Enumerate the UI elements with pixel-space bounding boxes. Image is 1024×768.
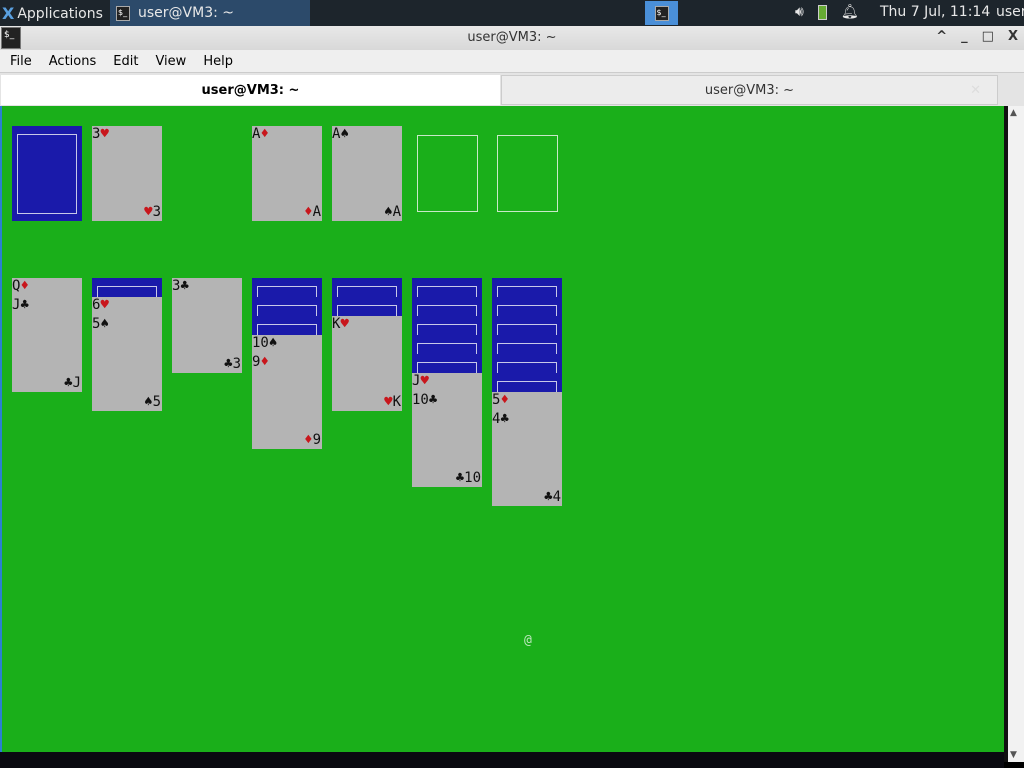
card-rank-top: 3♥ xyxy=(92,126,109,142)
card-rank-top: A♠ xyxy=(332,126,349,142)
foundation-1[interactable]: A♦ ♦A xyxy=(252,126,322,221)
card-rank-bottom: ♣3 xyxy=(224,356,241,372)
window-title: user@VM3: ~ xyxy=(467,30,557,45)
menu-file[interactable]: File xyxy=(10,53,32,69)
workspace-button[interactable]: $_ xyxy=(645,1,678,25)
card-rank-bottom: ♣4 xyxy=(544,489,561,505)
card-rank-top: 10♣ xyxy=(412,392,438,408)
tab-label: user@VM3: ~ xyxy=(201,82,300,98)
battery-icon[interactable] xyxy=(817,4,827,20)
tab-bar: user@VM3: ~ user@VM3: ~ ✕ xyxy=(0,72,1024,106)
window-titlebar: $_ user@VM3: ~ ^ _ □ X xyxy=(0,26,1024,50)
task-label: user@VM3: ~ xyxy=(138,5,234,21)
tab-close-icon[interactable]: ✕ xyxy=(970,82,981,98)
card-rank-bottom: ♦A xyxy=(304,204,321,220)
card-rank-bottom: ♠A xyxy=(384,204,401,220)
minimize-button[interactable]: _ xyxy=(961,29,968,44)
tableau-card[interactable]: 4♣ ♣4 xyxy=(492,411,562,506)
card-rank-top: K♥ xyxy=(332,316,349,332)
card-rank-top: 5♦ xyxy=(492,392,509,408)
waste-card[interactable]: 3♥ ♥3 xyxy=(92,126,162,221)
tableau-card[interactable]: 9♦ ♦9 xyxy=(252,354,322,449)
card-rank-top: 3♣ xyxy=(172,278,189,294)
card-rank-top: 4♣ xyxy=(492,411,509,427)
taskbar-item[interactable]: $_ user@VM3: ~ xyxy=(110,0,310,26)
card-rank-bottom: ♥K xyxy=(384,394,401,410)
tableau-card[interactable]: 5♠ ♠5 xyxy=(92,316,162,411)
card-rank-top: Q♦ xyxy=(12,278,29,294)
tableau-card[interactable]: K♥ ♥K xyxy=(332,316,402,411)
tableau-card[interactable]: 3♣ ♣3 xyxy=(172,278,242,373)
tab-2[interactable]: user@VM3: ~ ✕ xyxy=(501,75,998,105)
terminal-bottom-border xyxy=(0,752,1004,768)
card-rank-top: A♦ xyxy=(252,126,269,142)
tab-1[interactable]: user@VM3: ~ xyxy=(1,75,500,105)
card-rank-bottom: ♠5 xyxy=(144,394,161,410)
scroll-up-icon[interactable]: ▲ xyxy=(1010,108,1017,118)
maximize-vertical-button[interactable]: ^ xyxy=(936,29,948,44)
maximize-button[interactable]: □ xyxy=(981,29,994,44)
foundation-2[interactable]: A♠ ♠A xyxy=(332,126,402,221)
card-rank-bottom: ♥3 xyxy=(144,204,161,220)
terminal-icon: $_ xyxy=(1,27,21,49)
card-rank-top: 5♠ xyxy=(92,316,109,332)
foundation-empty-4[interactable] xyxy=(497,135,558,212)
user-menu[interactable]: user xyxy=(996,4,1024,20)
card-rank-bottom: ♣10 xyxy=(455,470,481,486)
menu-bar: File Actions Edit View Help xyxy=(0,50,1024,72)
card-rank-top: 6♥ xyxy=(92,297,109,313)
volume-icon[interactable]: 🔊︎ xyxy=(795,4,804,20)
menu-help[interactable]: Help xyxy=(203,53,233,69)
foundation-empty-3[interactable] xyxy=(417,135,478,212)
scrollbar[interactable]: ▲ ▼ xyxy=(1004,106,1024,762)
cursor: @ xyxy=(524,633,532,648)
applications-label: Applications xyxy=(17,5,103,22)
close-button[interactable]: X xyxy=(1007,29,1018,44)
tableau-card[interactable]: J♣ ♣J xyxy=(12,297,82,392)
stock-pile[interactable] xyxy=(12,126,82,221)
card-rank-bottom: ♣J xyxy=(64,375,81,391)
card-rank-top: J♥ xyxy=(412,373,429,389)
terminal-icon: $_ xyxy=(116,5,130,21)
clock[interactable]: Thu 7 Jul, 11:14 xyxy=(880,4,991,20)
card-rank-bottom: ♦9 xyxy=(304,432,321,448)
menu-edit[interactable]: Edit xyxy=(113,53,139,69)
system-tray: 🔊︎ 🔔︎ xyxy=(795,4,859,20)
notification-bell-icon[interactable]: 🔔︎ xyxy=(840,4,859,20)
menu-actions[interactable]: Actions xyxy=(48,53,97,69)
tableau-card[interactable]: 10♣ ♣10 xyxy=(412,392,482,487)
scroll-down-icon[interactable]: ▼ xyxy=(1010,750,1017,760)
card-rank-top: 10♠ xyxy=(252,335,278,351)
card-rank-top: J♣ xyxy=(12,297,29,313)
menu-view[interactable]: View xyxy=(155,53,187,69)
card-rank-top: 9♦ xyxy=(252,354,269,370)
xfce-logo-icon: X xyxy=(2,4,15,23)
terminal-solitaire[interactable]: 3♥♥3A♦♦AA♠♠AQ♦♦QJ♣♣J6♥♥65♠♠53♣♣310♠♠109♦… xyxy=(0,106,1004,752)
terminal-icon: $_ xyxy=(654,5,669,21)
tab-label: user@VM3: ~ xyxy=(704,82,795,98)
